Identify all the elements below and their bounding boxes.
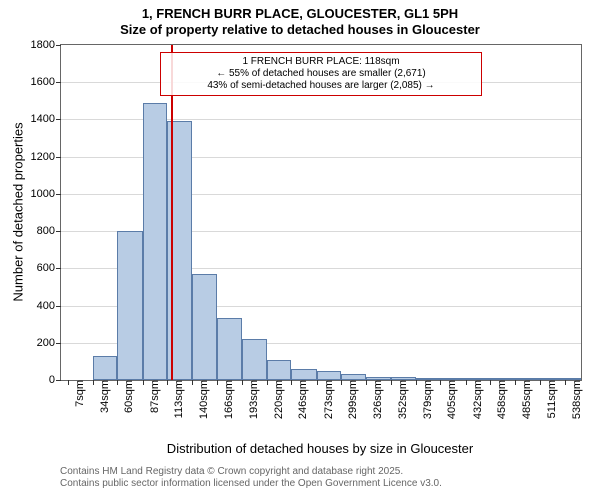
xtick-label: 140sqm [192, 380, 210, 419]
footer-attribution: Contains HM Land Registry data © Crown c… [60, 466, 442, 490]
ytick-label: 1800 [31, 39, 61, 51]
annotation-line3: 43% of semi-detached houses are larger (… [167, 80, 475, 92]
xtick-label: 379sqm [416, 380, 434, 419]
histogram-bar [217, 318, 242, 380]
annotation-line1: 1 FRENCH BURR PLACE: 118sqm [167, 56, 475, 68]
histogram-bar [117, 231, 142, 380]
histogram-bar [242, 339, 267, 380]
xtick-label: 166sqm [217, 380, 235, 419]
gridline [61, 119, 581, 120]
xtick-label: 299sqm [341, 380, 359, 419]
gridline [61, 194, 581, 195]
xtick-label: 485sqm [515, 380, 533, 419]
ytick-label: 600 [37, 262, 61, 274]
chart-title-line1: 1, FRENCH BURR PLACE, GLOUCESTER, GL1 5P… [0, 6, 600, 22]
xtick-label: 538sqm [565, 380, 583, 419]
histogram-bar [192, 274, 216, 380]
histogram-bar [267, 360, 291, 380]
xtick-label: 7sqm [68, 380, 86, 407]
xtick-label: 326sqm [366, 380, 384, 419]
xtick-label: 511sqm [540, 380, 558, 418]
xtick-label: 87sqm [143, 380, 161, 413]
annotation-box: 1 FRENCH BURR PLACE: 118sqm← 55% of deta… [160, 52, 482, 96]
ytick-label: 1200 [31, 151, 61, 163]
footer-line2: Contains public sector information licen… [60, 478, 442, 490]
histogram-bar [317, 371, 341, 380]
xtick-label: 352sqm [391, 380, 409, 419]
xtick-label: 432sqm [466, 380, 484, 419]
xtick-label: 273sqm [317, 380, 335, 419]
ytick-label: 1000 [31, 188, 61, 200]
histogram-bar [143, 103, 167, 380]
chart-titles: 1, FRENCH BURR PLACE, GLOUCESTER, GL1 5P… [0, 0, 600, 37]
ytick-label: 800 [37, 225, 61, 237]
chart-container: 1, FRENCH BURR PLACE, GLOUCESTER, GL1 5P… [0, 0, 600, 500]
xtick-label: 193sqm [242, 380, 260, 419]
x-axis-label: Distribution of detached houses by size … [167, 441, 473, 456]
ytick-label: 400 [37, 300, 61, 312]
y-axis-label: Number of detached properties [11, 122, 26, 301]
histogram-bar [93, 356, 117, 380]
xtick-label: 405sqm [440, 380, 458, 419]
ytick-label: 1400 [31, 113, 61, 125]
footer-line1: Contains HM Land Registry data © Crown c… [60, 466, 442, 478]
ytick-label: 0 [49, 374, 61, 386]
xtick-label: 34sqm [93, 380, 111, 413]
xtick-label: 220sqm [267, 380, 285, 419]
annotation-line2: ← 55% of detached houses are smaller (2,… [167, 68, 475, 80]
xtick-label: 246sqm [291, 380, 309, 419]
xtick-label: 113sqm [167, 380, 185, 418]
gridline [61, 157, 581, 158]
chart-title-line2: Size of property relative to detached ho… [0, 22, 600, 38]
plot-area: 0200400600800100012001400160018007sqm34s… [60, 44, 582, 381]
xtick-label: 60sqm [117, 380, 135, 413]
histogram-bar [291, 369, 316, 380]
ytick-label: 1600 [31, 76, 61, 88]
ytick-label: 200 [37, 337, 61, 349]
xtick-label: 458sqm [490, 380, 508, 419]
